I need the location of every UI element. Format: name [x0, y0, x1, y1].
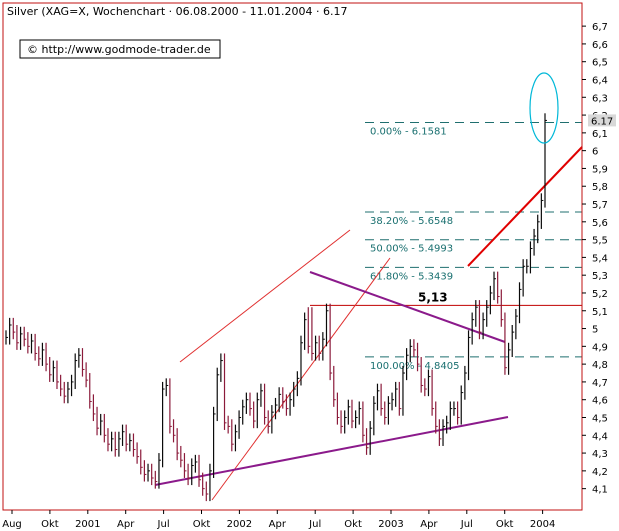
y-tick-label: 4,5	[592, 413, 608, 424]
channel-upper-line	[179, 229, 351, 363]
y-tick-label: 5	[592, 325, 598, 336]
y-tick-label: 5,4	[592, 253, 608, 264]
y-tick-label: 6,5	[592, 58, 608, 69]
y-tick-label: 5,5	[592, 236, 608, 247]
copyright-text: © http://www.godmode-trader.de	[27, 43, 211, 56]
x-tick-label: Okt	[344, 519, 362, 530]
fib-label-2: 50.00% - 5.4993	[370, 244, 453, 255]
x-tick-label: Jul	[308, 519, 321, 530]
title-background	[5, 4, 265, 19]
y-tick-label: 4,3	[592, 449, 608, 460]
x-tick-label: Aug	[2, 519, 22, 530]
y-tick-label: 5,6	[592, 218, 608, 229]
fibonacci-lines: 0.00% - 6.1581 38.20% - 5.6548 50.00% - 5.…	[310, 122, 582, 372]
x-tick-label: Okt	[41, 519, 59, 530]
copyright-background	[19, 39, 221, 59]
y-tick-label: 6,4	[592, 75, 608, 86]
x-tick-label: 2003	[378, 519, 403, 530]
y-tick-label: 6,7	[592, 22, 608, 33]
y-tick-label: 5,8	[592, 182, 608, 193]
y-tick-label: 6,6	[592, 40, 608, 51]
x-tick-label: 2002	[227, 519, 252, 530]
chart-title: Silver (XAG=X, Wochenchart · 06.08.2000 …	[7, 5, 348, 18]
annotations: 5,13	[418, 72, 559, 304]
x-tick-label: Jul	[157, 519, 170, 530]
last-price-box	[588, 114, 616, 127]
y-tick-label: 4,7	[592, 378, 608, 389]
highlight-ellipse	[529, 72, 559, 144]
y-tick-label: 4,6	[592, 396, 608, 407]
y-tick-label: 6,3	[592, 93, 608, 104]
y-tick-label: 4,2	[592, 467, 608, 478]
fib-label-4: 100.00% - 4.8405	[370, 361, 459, 372]
title-box: Silver (XAG=X, Wochenchart · 06.08.2000 …	[5, 4, 348, 19]
y-tick-label: 6	[592, 147, 598, 158]
y-tick-label: 5,7	[592, 200, 608, 211]
last-price-label: 6.17	[591, 116, 613, 127]
y-tick-label: 4,1	[592, 485, 608, 496]
price-bars	[5, 113, 547, 502]
y-tick-label: 5,3	[592, 271, 608, 282]
x-tick-label: Apr	[420, 519, 438, 530]
x-tick-label: Apr	[269, 519, 287, 530]
y-axis: 4,1 4,2 4,3 4,4 4,5 4,6 4,7 4,8 4,9 5 5,1 5,2 5,3 5,4…	[582, 22, 616, 496]
breakout-trend-line	[467, 146, 583, 267]
y-tick-label: 6,1	[592, 129, 608, 140]
plot-frame	[2, 2, 583, 511]
y-tick-label: 4,9	[592, 342, 608, 353]
fib-label-3: 61.80% - 5.3439	[370, 271, 453, 282]
y-tick-label: 5,2	[592, 289, 608, 300]
y-tick-label: 4,4	[592, 431, 608, 442]
y-tick-label: 4,8	[592, 360, 608, 371]
x-tick-label: Jul	[460, 519, 473, 530]
x-tick-label: Apr	[117, 519, 135, 530]
y-tick-label: 5,9	[592, 164, 608, 175]
resistance-label: 5,13	[418, 290, 448, 304]
y-tick-label: 5,1	[592, 307, 608, 318]
fib-label-1: 38.20% - 5.6548	[370, 216, 453, 227]
fib-label-0: 0.00% - 6.1581	[370, 127, 447, 138]
x-tick-label: Okt	[193, 519, 211, 530]
copyright-box: © http://www.godmode-trader.de	[19, 39, 221, 59]
x-tick-label: 2001	[75, 519, 100, 530]
x-tick-label: 2004	[530, 519, 555, 530]
x-tick-label: Okt	[496, 519, 514, 530]
x-axis: Aug Okt 2001 Apr Jul Okt 2002 Apr Jul Okt 2003 Apr J…	[2, 510, 555, 530]
